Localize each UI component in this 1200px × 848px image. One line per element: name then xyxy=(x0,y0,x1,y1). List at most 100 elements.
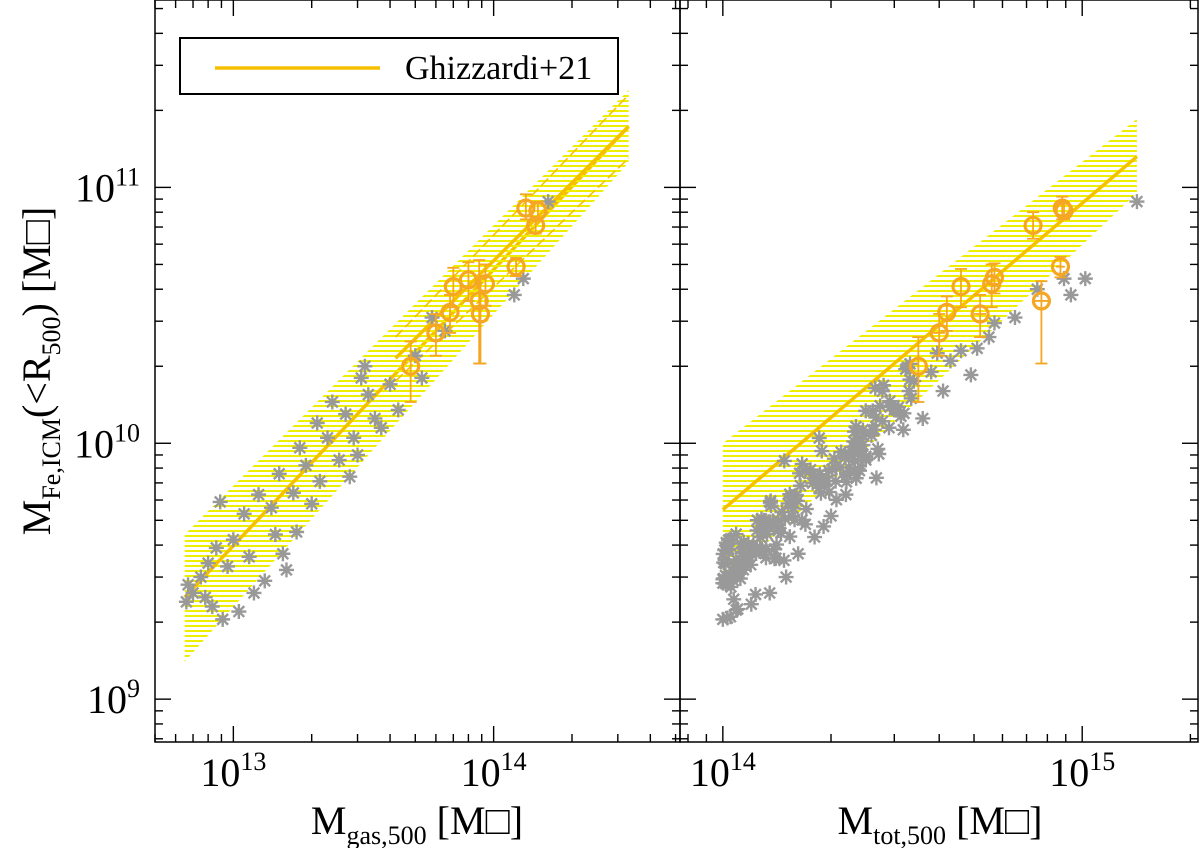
simulated-point xyxy=(953,343,969,359)
simulated-point xyxy=(208,540,224,556)
simulated-point xyxy=(777,511,793,527)
simulated-point xyxy=(312,473,328,489)
sun-symbol-icon: □ xyxy=(1005,798,1029,843)
simulated-point xyxy=(981,329,997,345)
simulated-point xyxy=(718,575,734,591)
fit-band-edge-upper xyxy=(394,94,630,338)
simulated-point xyxy=(180,577,196,593)
simulated-point xyxy=(728,526,744,542)
simulated-point xyxy=(225,532,241,548)
simulated-point xyxy=(407,348,423,364)
simulated-point xyxy=(986,315,1002,331)
simulated-point xyxy=(797,463,813,479)
simulated-point xyxy=(723,579,739,595)
simulated-point xyxy=(745,537,761,553)
observed-point xyxy=(908,356,928,376)
simulated-point xyxy=(1129,194,1145,210)
simulated-point xyxy=(360,387,376,403)
simulated-point xyxy=(813,485,829,501)
simulated-point xyxy=(915,410,931,426)
simulated-point xyxy=(843,447,859,463)
simulated-point xyxy=(769,537,785,553)
simulated-point xyxy=(821,484,837,500)
simulated-point xyxy=(324,394,340,410)
observed-point xyxy=(1050,257,1071,277)
simulated-point xyxy=(856,428,872,444)
simulated-point xyxy=(251,487,267,503)
right-axis-ticks xyxy=(680,0,1198,742)
sun-symbol-icon: □ xyxy=(486,798,510,843)
simulated-point xyxy=(811,430,827,446)
simulated-point xyxy=(923,364,939,380)
simulated-point xyxy=(872,398,888,414)
simulated-point xyxy=(792,478,808,494)
simulated-point xyxy=(763,493,779,509)
simulated-point xyxy=(285,485,301,501)
simulated-point xyxy=(819,473,835,489)
simulated-point xyxy=(506,287,522,303)
simulated-point xyxy=(868,410,884,426)
simulated-point xyxy=(241,549,257,565)
simulated-point xyxy=(1063,287,1079,303)
simulated-point xyxy=(755,544,771,560)
simulated-point xyxy=(802,462,818,478)
x-tick-label: 1013 xyxy=(200,747,266,795)
simulated-point xyxy=(357,358,373,374)
simulated-point xyxy=(367,410,383,426)
simulated-point xyxy=(743,557,759,573)
simulated-point xyxy=(847,424,863,440)
simulated-point xyxy=(390,402,406,418)
simulated-point xyxy=(826,451,842,467)
simulated-point xyxy=(716,555,732,571)
right-simulated-points xyxy=(715,194,1145,627)
simulated-point xyxy=(734,556,750,572)
simulated-point xyxy=(811,480,827,496)
simulated-point xyxy=(789,493,805,509)
simulated-point xyxy=(774,504,790,520)
simulated-point xyxy=(929,345,945,361)
simulated-point xyxy=(726,591,742,607)
simulated-point xyxy=(749,522,765,538)
simulated-point xyxy=(963,367,979,383)
simulated-point xyxy=(785,500,801,516)
fit-band-area xyxy=(395,94,629,382)
simulated-point xyxy=(722,609,738,625)
simulated-point xyxy=(193,569,209,585)
simulated-point xyxy=(798,501,814,517)
simulated-point xyxy=(752,529,768,545)
simulated-point xyxy=(338,406,354,422)
simulated-point xyxy=(278,562,294,578)
simulated-point xyxy=(720,541,736,557)
simulated-point xyxy=(805,466,821,482)
simulated-point xyxy=(770,520,786,536)
left-x-tick-labels: 1013 1014 xyxy=(200,747,526,795)
y-tick-label: 1011 xyxy=(75,162,140,210)
simulated-point xyxy=(246,585,262,601)
simulated-point xyxy=(414,370,430,386)
simulated-point xyxy=(1077,271,1093,287)
simulated-point xyxy=(792,465,808,481)
simulated-point xyxy=(866,422,882,438)
simulated-point xyxy=(876,377,892,393)
simulated-point xyxy=(807,529,823,545)
simulated-point xyxy=(837,446,853,462)
simulated-point xyxy=(895,422,911,438)
simulated-point xyxy=(758,550,774,566)
simulated-point xyxy=(828,473,844,489)
simulated-point xyxy=(1056,271,1072,287)
simulated-point xyxy=(320,430,336,446)
simulated-point xyxy=(197,589,213,605)
simulated-point xyxy=(204,599,220,615)
simulated-point xyxy=(766,541,782,557)
left-simulated-points xyxy=(178,194,556,627)
y-tick-label: 1010 xyxy=(74,418,140,466)
simulated-point xyxy=(267,527,283,543)
simulated-point xyxy=(850,446,866,462)
simulated-point xyxy=(353,370,369,386)
simulated-point xyxy=(263,500,279,516)
x-tick-label: 1015 xyxy=(1049,747,1115,795)
simulated-point xyxy=(858,403,874,419)
simulated-point xyxy=(886,402,902,418)
simulated-point xyxy=(846,433,862,449)
simulated-point xyxy=(275,546,291,562)
